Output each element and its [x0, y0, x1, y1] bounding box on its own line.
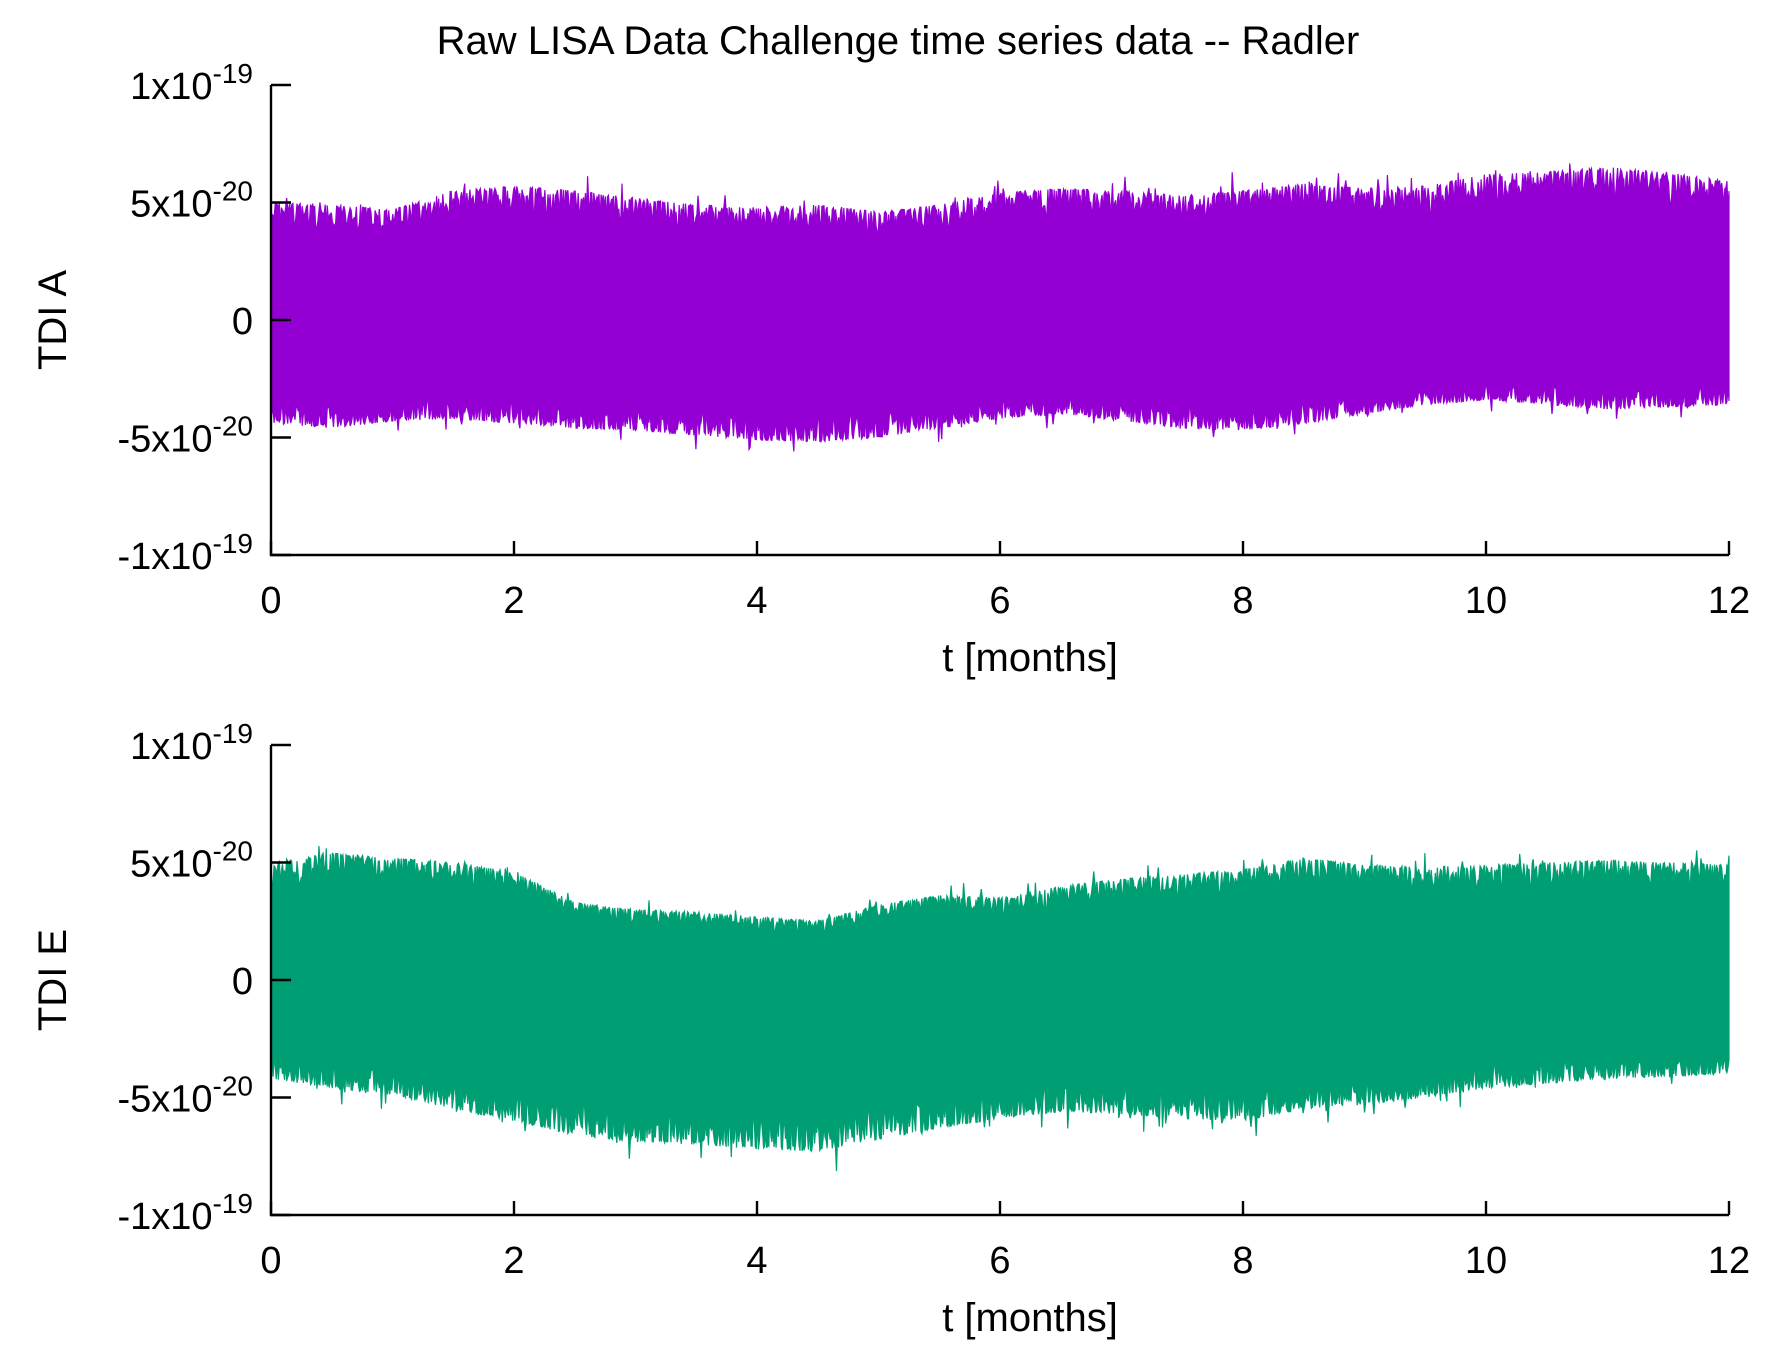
x-tick-label: 6: [989, 580, 1010, 622]
x-tick-label: 12: [1708, 1240, 1750, 1282]
y-tick-label: -1x10-19: [117, 1188, 253, 1238]
x-axis-label: t [months]: [942, 1296, 1118, 1340]
y-tick-label: 0: [232, 301, 253, 343]
y-tick-label: 0: [232, 961, 253, 1003]
chart-title: Raw LISA Data Challenge time series data…: [437, 19, 1360, 63]
panel-tdi-e: 0 2 4 6 8 10 12 1x10-19 5x10-20 0 -5x10-20 -1x10-19…: [31, 718, 1750, 1340]
series-trace-tdi-a: [270, 163, 1730, 452]
x-tick-label: 4: [746, 1240, 767, 1282]
panel-tdi-a: 0 2 4 6 8 10 12 1x10-19 5x10-20 0 -5x10-20 -1x10-19…: [31, 58, 1750, 680]
x-tick-label: 8: [1232, 580, 1253, 622]
x-tick-label: 10: [1465, 580, 1507, 622]
y-tick-label: 5x10-20: [130, 836, 253, 886]
y-axis-label: TDI E: [31, 929, 75, 1031]
y-tick-label: 1x10-19: [130, 58, 253, 108]
x-tick-label: 4: [746, 580, 767, 622]
x-tick-label: 0: [260, 580, 281, 622]
x-tick-label: 2: [503, 580, 524, 622]
y-tick-label: -1x10-19: [117, 528, 253, 578]
y-tick-label: 1x10-19: [130, 718, 253, 768]
x-tick-label: 10: [1465, 1240, 1507, 1282]
x-tick-label: 8: [1232, 1240, 1253, 1282]
x-tick-label: 0: [260, 1240, 281, 1282]
x-axis-label: t [months]: [942, 636, 1118, 680]
series-trace-tdi-e: [270, 846, 1730, 1172]
x-tick-label: 6: [989, 1240, 1010, 1282]
x-tick-label: 12: [1708, 580, 1750, 622]
y-tick-label: -5x10-20: [117, 411, 253, 461]
y-tick-label: -5x10-20: [117, 1071, 253, 1121]
x-tick-label: 2: [503, 1240, 524, 1282]
y-axis-label: TDI A: [31, 270, 75, 370]
y-tick-label: 5x10-20: [130, 176, 253, 226]
panels: 0 2 4 6 8 10 12 1x10-19 5x10-20 0 -5x10-20 -1x10-19…: [31, 58, 1750, 1340]
